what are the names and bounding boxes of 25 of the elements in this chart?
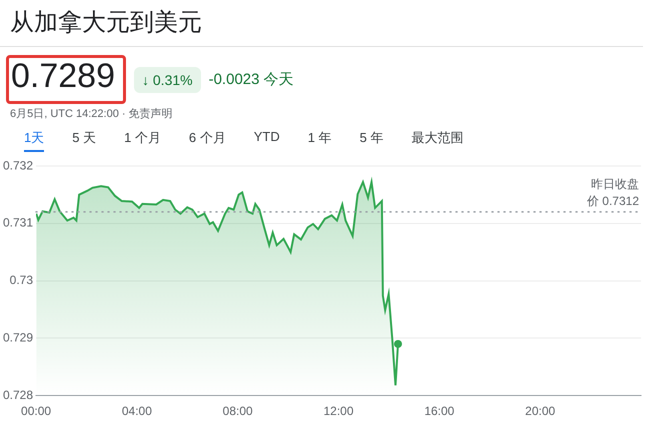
text: 5 天 — [72, 129, 96, 147]
x-tick-label: 00:00 — [21, 404, 52, 418]
y-tick-label: 0.732 — [3, 158, 34, 172]
y-tick-label: 0.73 — [10, 273, 34, 288]
x-tick-label: 08:00 — [222, 404, 254, 418]
text: 6 个月 — [188, 129, 226, 147]
y-tick-label: 0.728 — [3, 388, 34, 402]
frame-outline: 0.7289 — [6, 55, 126, 104]
text: 1天 — [24, 129, 44, 152]
text: 最大范围 — [411, 129, 464, 147]
text: 1 年 — [308, 129, 332, 147]
x-tick-label: 16:00 — [424, 404, 455, 418]
x-tick-label: 20:00 — [525, 404, 556, 418]
y-tick-label: 0.731 — [3, 216, 34, 230]
ref-line-label: 昨日收盘价 0.7312 — [586, 177, 640, 208]
chart-title: 从加拿大元到美元 — [0, 0, 643, 47]
x-tick-label: 04:00 — [122, 404, 152, 418]
text: -0.0023 今天 — [208, 70, 294, 89]
text: YTD — [254, 129, 280, 146]
y-tick-label: 0.729 — [3, 330, 34, 345]
text: 5 年 — [360, 129, 384, 147]
x-tick-label: 12:00 — [324, 404, 354, 418]
text: 6月5日, UTC 14:22:00 · 免责声明 — [9, 106, 174, 122]
text: ↓ 0.31% — [134, 66, 201, 92]
text: 1 个月 — [124, 129, 161, 147]
